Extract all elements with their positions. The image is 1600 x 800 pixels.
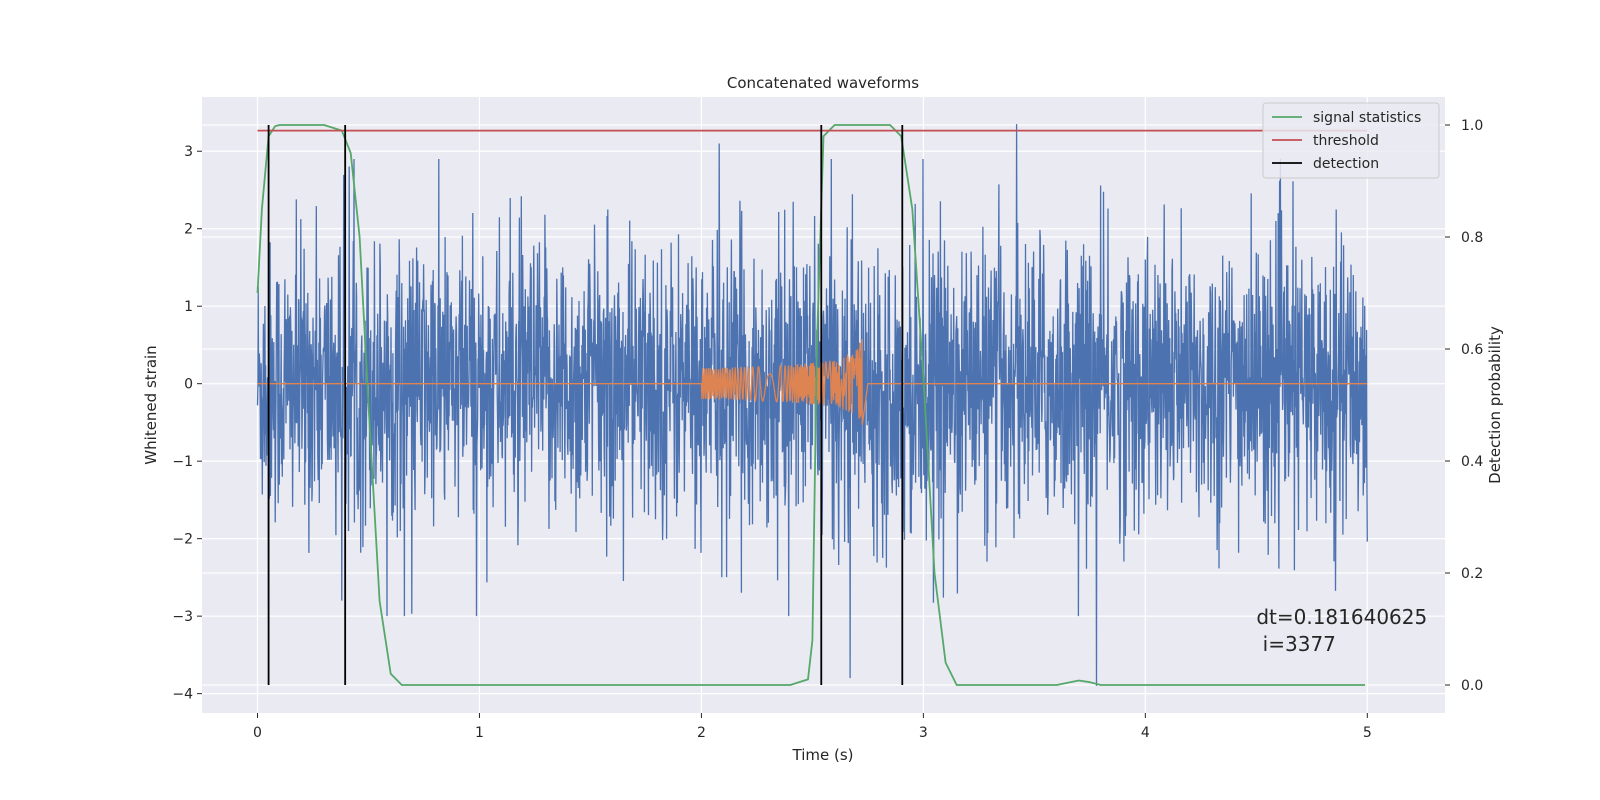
- chart-title: Concatenated waveforms: [727, 74, 919, 92]
- y-tick-label: 3: [184, 144, 193, 160]
- noise-series-line: [256, 124, 1368, 686]
- x-tick-label: 1: [475, 725, 484, 741]
- x-tick-label: 4: [1141, 725, 1150, 741]
- annotations: dt=0.181640625 i=3377: [1256, 605, 1427, 656]
- y-tick-label: −4: [172, 687, 193, 703]
- y2-tick-label: 1.0: [1461, 118, 1483, 134]
- chirp-series-line: [257, 339, 1368, 425]
- x-tick-label: 2: [697, 725, 706, 741]
- plot-series: [256, 124, 1368, 686]
- annotation-text: dt=0.181640625: [1256, 605, 1427, 629]
- y2-tick-label: 0.6: [1461, 342, 1483, 358]
- axes: 0 1 2 3 4 5 −4 −3 −2 −1 0 1 2 3 0.0 0.2 0.4 0.6 0.8 1.0: [172, 118, 1483, 741]
- legend-label: signal statistics: [1313, 110, 1421, 126]
- legend: signal statistics threshold detection: [1262, 102, 1440, 179]
- y2-tick-label: 0.4: [1461, 454, 1483, 470]
- x-tick-label: 5: [1363, 725, 1372, 741]
- y-tick-label: −3: [172, 609, 193, 625]
- y2-tick-label: 0.8: [1461, 230, 1483, 246]
- signal-statistics-line: [256, 124, 1366, 686]
- x-tick-label: 3: [919, 725, 928, 741]
- annotation-text: i=3377: [1256, 632, 1336, 656]
- y2-axis-label: Detection probability: [1486, 326, 1504, 484]
- y-tick-label: 2: [184, 222, 193, 238]
- legend-label: threshold: [1313, 133, 1379, 149]
- x-tick-label: 0: [253, 725, 262, 741]
- y-tick-label: −1: [172, 454, 193, 470]
- legend-frame: [1262, 102, 1440, 179]
- x-axis-label: Time (s): [792, 746, 854, 764]
- y-axis-label: Whitened strain: [142, 345, 160, 464]
- y2-tick-label: 0.0: [1461, 678, 1483, 694]
- y2-tick-label: 0.2: [1461, 566, 1483, 582]
- y-tick-label: 1: [184, 299, 193, 315]
- legend-label: detection: [1313, 156, 1379, 172]
- y-tick-label: 0: [184, 377, 193, 393]
- y-tick-label: −2: [172, 532, 193, 548]
